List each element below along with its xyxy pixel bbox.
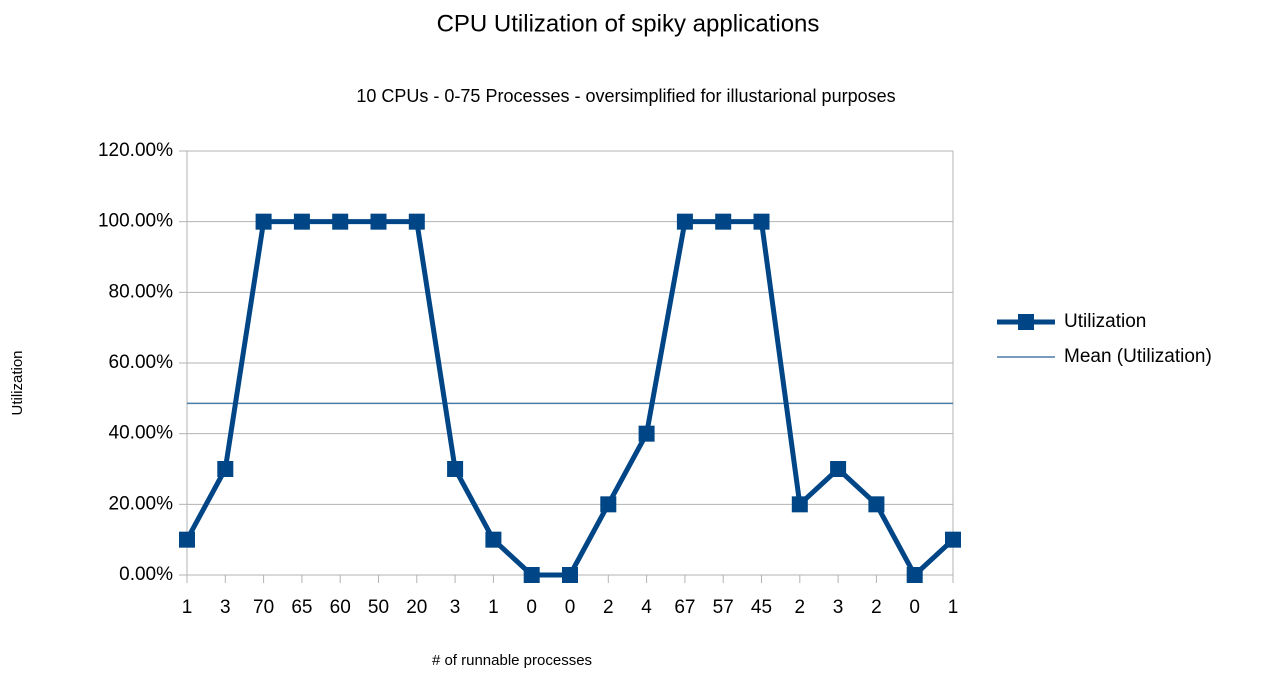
legend-label: Mean (Utilization) [1064, 346, 1212, 367]
y-tick-label: 80.00% [109, 281, 174, 302]
chart-title: CPU Utilization of spiky applications [437, 10, 820, 37]
data-point [562, 567, 578, 583]
x-tick-label: 45 [751, 597, 772, 618]
data-point [217, 461, 234, 477]
data-point [255, 213, 272, 230]
x-tick-label: 4 [641, 597, 652, 618]
data-point [638, 425, 655, 442]
x-tick-label: 1 [488, 597, 499, 618]
data-point [179, 531, 195, 548]
data-point [485, 531, 502, 548]
x-tick-label: 2 [603, 597, 614, 618]
y-tick-label: 120.00% [98, 140, 173, 161]
x-tick-label: 1 [182, 597, 193, 618]
data-point [753, 213, 770, 230]
x-tick-label: 3 [833, 597, 844, 618]
data-point [868, 496, 885, 513]
data-point [523, 567, 540, 583]
x-tick-label: 60 [330, 597, 351, 618]
x-tick-label: 57 [713, 597, 734, 618]
x-axis-title: # of runnable processes [432, 652, 592, 669]
legend-marker [1018, 314, 1034, 330]
x-tick-label: 67 [674, 597, 695, 618]
x-tick-label: 70 [253, 597, 274, 618]
x-tick-label: 0 [526, 597, 537, 618]
x-tick-label: 3 [450, 597, 461, 618]
x-tick-label: 20 [406, 597, 427, 618]
x-tick-label: 1 [948, 597, 959, 618]
data-point [715, 213, 732, 230]
data-point [293, 213, 310, 230]
data-point [676, 213, 693, 230]
y-tick-label: 0.00% [119, 564, 173, 585]
data-point [408, 213, 425, 230]
data-point [830, 461, 847, 477]
y-tick-label: 60.00% [109, 352, 174, 373]
data-point [945, 531, 961, 548]
legend-label: Utilization [1064, 311, 1146, 332]
x-tick-label: 0 [909, 597, 920, 618]
data-point [906, 567, 923, 583]
x-tick-label: 65 [291, 597, 312, 618]
y-tick-label: 40.00% [109, 423, 174, 444]
x-tick-label: 2 [871, 597, 882, 618]
x-tick-label: 0 [565, 597, 576, 618]
data-point [791, 496, 808, 513]
data-point [370, 213, 387, 230]
y-axis-title: Utilization [9, 350, 26, 415]
chart-subtitle: 10 CPUs - 0-75 Processes - oversimplifie… [356, 86, 895, 106]
y-tick-label: 100.00% [98, 211, 173, 232]
series-line [184, 219, 955, 578]
data-point [600, 496, 617, 513]
x-tick-label: 2 [795, 597, 806, 618]
data-point [447, 461, 464, 477]
data-point [332, 213, 349, 230]
x-tick-label: 3 [220, 597, 231, 618]
x-tick-label: 50 [368, 597, 389, 618]
y-tick-label: 20.00% [109, 493, 174, 514]
